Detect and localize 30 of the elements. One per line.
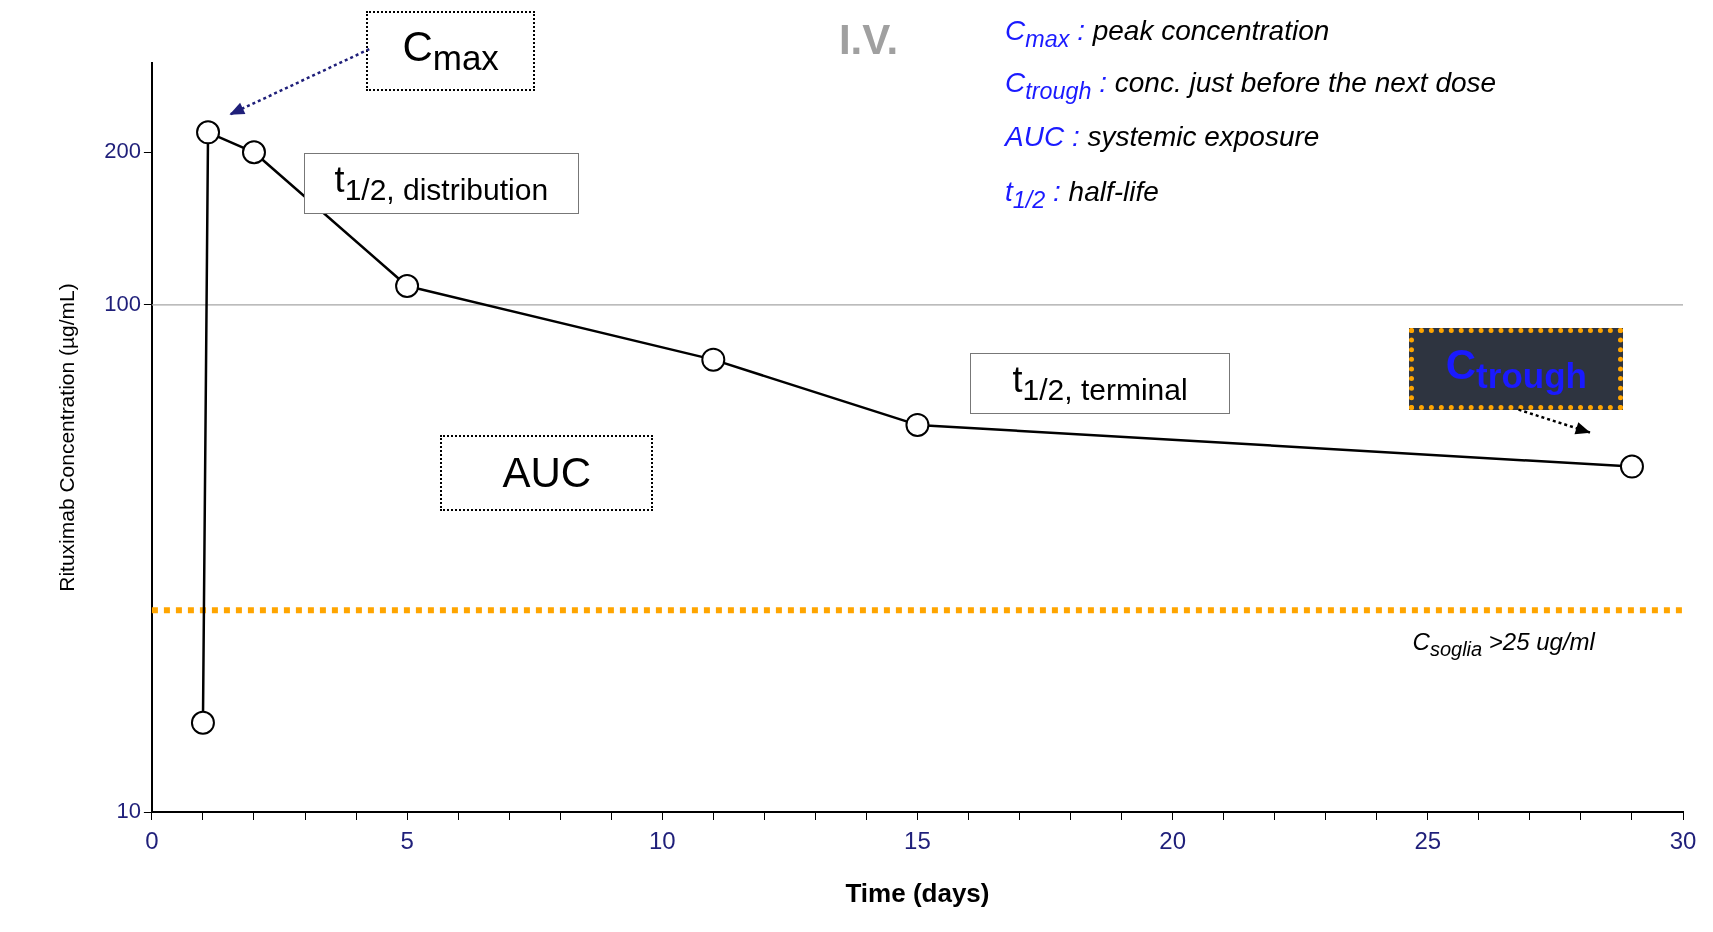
text: C$_{max}$ : peak concentration xyxy=(1005,14,1330,52)
x-tick-label: 30 xyxy=(1669,827,1697,855)
annotation: AUC xyxy=(502,449,592,498)
annotation: t$_{1/2, distribution}$ xyxy=(334,159,549,208)
point xyxy=(196,120,221,145)
annotation: C$_{trough}$ : conc. just before the next dose xyxy=(1005,67,1497,104)
annotation: t$_{1/2}$ : half-life xyxy=(1005,176,1159,214)
x-tick-label: 0 xyxy=(145,827,159,855)
point xyxy=(701,347,726,372)
annotation: C$_{max}$ xyxy=(402,23,499,79)
x-axis-title: Time (days) xyxy=(845,877,990,908)
x-tick-label: 10 xyxy=(648,827,676,855)
x-tick-label: 15 xyxy=(904,827,931,855)
point xyxy=(905,412,930,437)
annotation: AUC : systemic exposure xyxy=(1005,120,1320,152)
y-tick-label: 10 xyxy=(116,798,141,824)
point xyxy=(395,273,420,298)
x-tick-label: 25 xyxy=(1414,827,1442,855)
x-tick-label: 20 xyxy=(1159,827,1186,855)
annotation: t$_{1/2, terminal}$ xyxy=(1012,359,1188,408)
annotation: C$_{trough}$ xyxy=(1445,341,1587,397)
y-tick-label: 200 xyxy=(104,138,141,164)
ref-line-label: C$_{soglia}$ >25 ug/ml xyxy=(1412,628,1595,661)
x-tick-label: 5 xyxy=(400,827,414,855)
y-tick-label: 100 xyxy=(104,291,141,316)
point xyxy=(190,710,215,735)
annotation: I.V. xyxy=(838,16,899,65)
point xyxy=(1619,454,1644,479)
y-axis-title: Rituximab Concentration (µg/mL) xyxy=(55,283,79,592)
point xyxy=(241,140,266,165)
